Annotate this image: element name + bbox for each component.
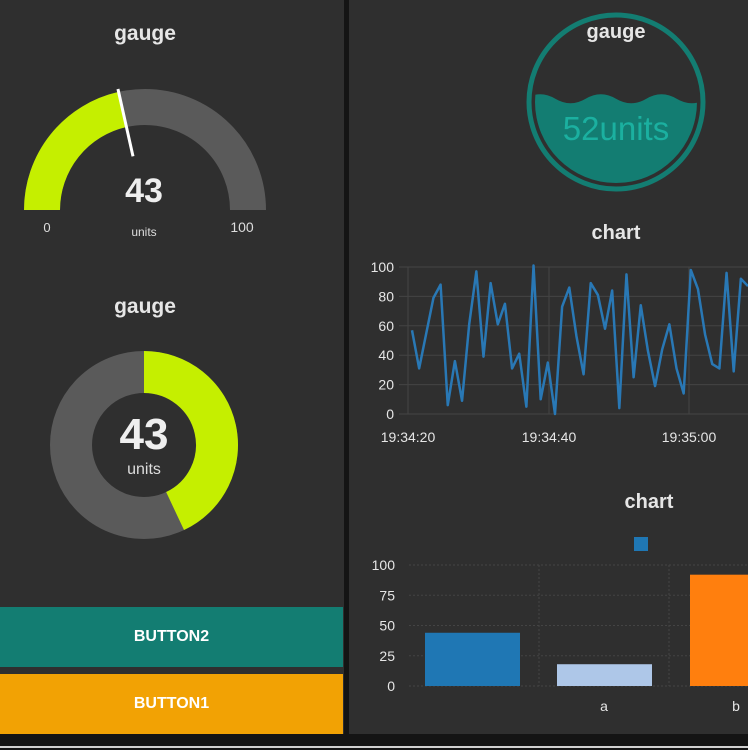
line-chart-y-tick: 60 [378, 318, 394, 334]
bar-chart-bar [425, 632, 520, 686]
gauge2-units: units [127, 461, 161, 478]
gauge1-min: 0 [43, 220, 51, 235]
line-chart-x-tick: 19:34:40 [522, 429, 577, 445]
bar-chart-x-tick: b [732, 698, 740, 714]
line-chart-series-line [410, 264, 748, 416]
level-gauge-value: 52units [562, 110, 670, 147]
bar-chart-y-tick: 100 [372, 557, 396, 573]
gauge1-fill [24, 91, 128, 211]
bar-chart: 100 75 50 25 0 a b [372, 557, 748, 714]
line-chart-x-tick: 19:34:20 [381, 429, 436, 445]
gauge1-value: 43 [125, 172, 163, 210]
gauge1-dial [24, 88, 266, 211]
line-chart-y-tick: 80 [378, 288, 394, 304]
bar-chart-legend-swatch [634, 537, 648, 551]
bar-chart-bar [690, 574, 748, 686]
line-chart-y-tick: 20 [378, 377, 394, 393]
bar-chart-y-tick: 75 [379, 587, 395, 603]
gauge2-value: 43 [119, 410, 169, 459]
gauge1-units: units [131, 225, 157, 239]
line-chart-y-tick: 0 [386, 406, 394, 422]
line-chart: 100 80 60 40 20 0 19:34:20 19:34:40 19:35:00 [371, 259, 748, 445]
gauge2-title: gauge [114, 295, 176, 318]
button1[interactable]: BUTTON1 [0, 674, 343, 734]
bar-chart-y-tick: 50 [379, 618, 395, 634]
bar-chart-x-tick: a [600, 698, 608, 714]
level-gauge-liquid [535, 94, 697, 183]
gauge2-fill [143, 351, 238, 531]
bottom-divider [0, 746, 748, 748]
button2[interactable]: BUTTON2 [0, 607, 343, 667]
left-panel: gauge 43 units 0 100 gauge 43 units BUTT… [0, 0, 344, 734]
gauge1-needle [116, 88, 135, 157]
bar-chart-bar [557, 664, 652, 686]
line-chart-x-tick: 19:35:00 [662, 429, 717, 445]
gauge2-donut [50, 351, 238, 539]
gauge1-max: 100 [230, 219, 254, 235]
level-gauge [526, 12, 706, 192]
gauge1-title: gauge [114, 22, 176, 45]
level-gauge-ring [526, 12, 706, 192]
bar-chart-y-tick: 0 [387, 678, 395, 694]
right-panel: gauge 52units chart 100 80 60 40 20 0 19:34:20… [349, 0, 748, 734]
bar-chart-y-tick: 25 [379, 648, 395, 664]
bar-chart-title: chart [624, 491, 674, 513]
line-chart-y-tick: 40 [378, 347, 394, 363]
level-gauge-title: gauge [586, 21, 646, 43]
line-chart-y-tick: 100 [371, 259, 395, 275]
line-chart-title: chart [591, 222, 641, 244]
